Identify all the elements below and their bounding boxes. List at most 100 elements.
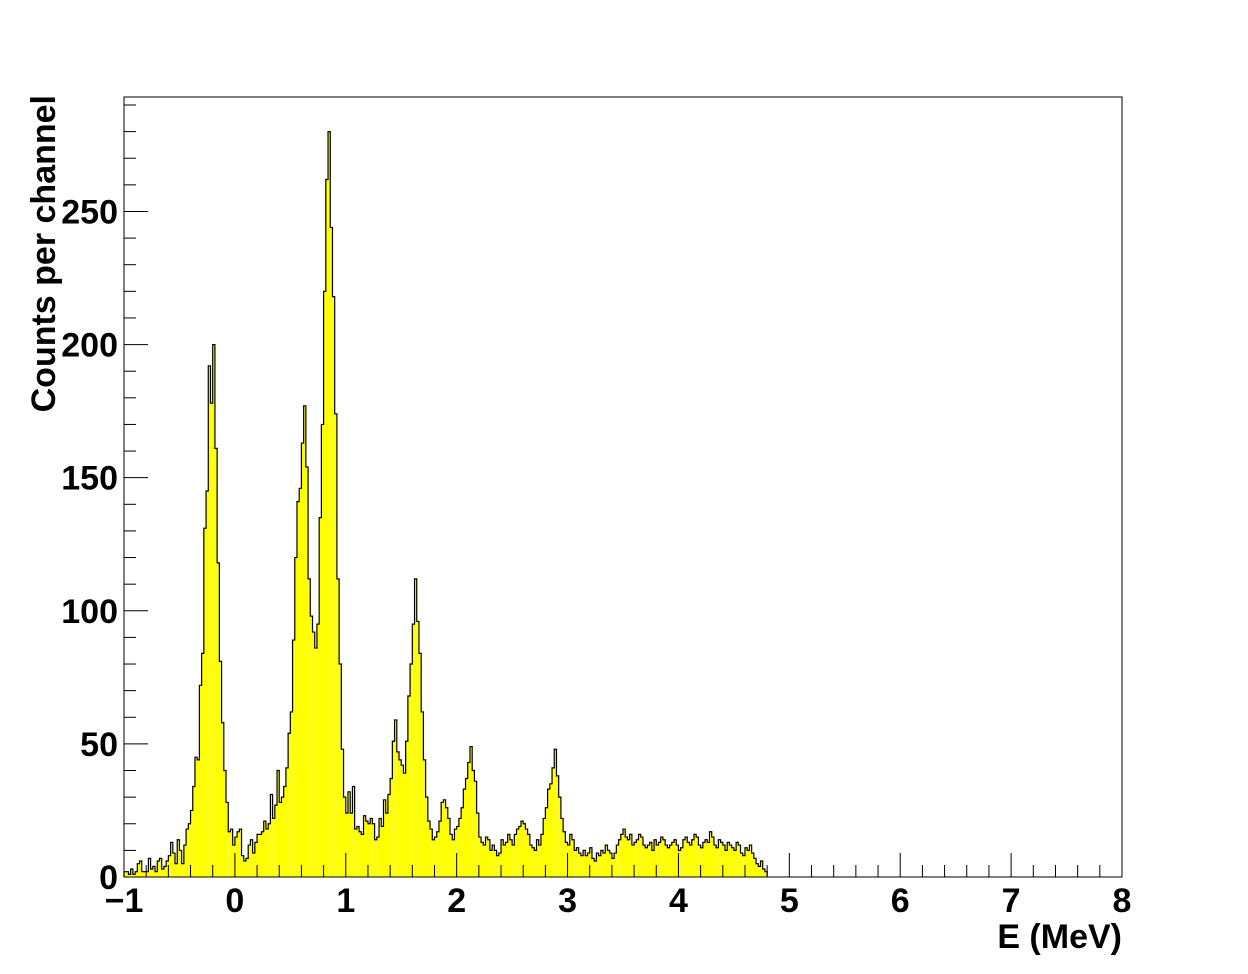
histogram-bin [303, 405, 306, 877]
histogram-bin [352, 786, 355, 877]
histogram-bin [265, 829, 269, 877]
histogram-bin [190, 810, 193, 877]
y-tick-label: 100 [61, 593, 118, 631]
x-tick-label: 2 [447, 882, 466, 920]
histogram-bin [713, 845, 717, 877]
histogram-bin [492, 845, 495, 877]
histogram-bin [387, 794, 391, 877]
x-axis-title: E (MeV) [997, 918, 1122, 956]
histogram-bin [718, 839, 721, 877]
histogram-bin [230, 829, 233, 877]
histogram-bin [314, 648, 317, 877]
histogram-bin [507, 834, 510, 877]
histogram-bin [201, 653, 204, 877]
histogram-bin [410, 664, 413, 877]
histogram-bin [660, 837, 663, 877]
histogram-bin [707, 842, 710, 877]
histogram-bin [188, 823, 191, 877]
histogram-bin [733, 850, 737, 877]
histogram-bin [339, 664, 342, 877]
histogram-bin [441, 802, 444, 877]
histogram-bin [132, 874, 136, 877]
histogram-bin [379, 818, 382, 877]
histogram-bin [445, 807, 448, 877]
histogram-bin [496, 855, 499, 877]
histogram-bin [250, 839, 253, 877]
histogram-bin [208, 365, 211, 877]
histogram-bin [518, 826, 521, 877]
histogram-bin [587, 853, 590, 877]
histogram-bin [465, 778, 468, 877]
histogram-bin [252, 853, 255, 877]
histogram-bin [166, 861, 169, 877]
histogram-bin [756, 863, 759, 877]
y-tick-label: 50 [80, 726, 118, 764]
histogram-bin [642, 845, 646, 877]
histogram-bin [671, 842, 675, 877]
histogram-bin [407, 695, 411, 877]
histogram-bin [139, 861, 142, 877]
histogram-bin [696, 837, 699, 877]
histogram-bin [341, 749, 344, 877]
histogram-bin [514, 834, 517, 877]
histogram-bin [372, 823, 375, 877]
histogram-bin [155, 871, 158, 877]
histogram-bin [540, 834, 544, 877]
histogram-bin [616, 845, 619, 877]
histogram-bin [299, 488, 302, 877]
histogram-bin [214, 448, 218, 877]
x-tick-labels: −1 0 1 2 3 4 5 6 7 8 [105, 882, 1132, 920]
histogram-bin [498, 853, 502, 877]
histogram-bin [476, 813, 479, 877]
x-tick-label: 5 [780, 882, 799, 920]
histogram-bin [272, 818, 275, 877]
histogram-bin [689, 845, 692, 877]
histogram-bin [589, 847, 592, 877]
histogram-bin [516, 829, 519, 877]
histogram-bin [403, 773, 406, 877]
histogram-bin [591, 858, 595, 877]
histogram-bin [567, 845, 570, 877]
histogram-bin [532, 847, 535, 877]
histogram-bin [363, 815, 366, 877]
histogram-bin [427, 821, 431, 877]
histogram-bin [294, 557, 297, 877]
histogram-bin [161, 869, 164, 877]
histogram-bin [319, 517, 322, 877]
histogram-bin [647, 845, 650, 877]
histogram-bin [159, 858, 162, 877]
histogram-bin [711, 837, 714, 877]
histogram-bin [305, 467, 309, 877]
histogram-bin [281, 797, 284, 877]
histogram-bin [277, 770, 280, 877]
histogram-bin [168, 855, 171, 877]
histogram-bin [574, 850, 577, 877]
histogram-bin [270, 794, 273, 877]
histogram-bin [520, 821, 524, 877]
histogram-bin [536, 839, 539, 877]
histogram-bin [354, 829, 357, 877]
x-tick-label: 6 [891, 882, 910, 920]
histogram-bin [175, 863, 178, 877]
histogram-bin [731, 847, 734, 877]
histogram-bin [376, 837, 380, 877]
histogram-bin [259, 834, 262, 877]
plot-frame [123, 96, 1123, 878]
histogram-bin [629, 834, 632, 877]
histogram-bin [594, 861, 597, 877]
histogram-bin [394, 719, 397, 877]
histogram-bin [365, 821, 368, 877]
histogram-bin [640, 837, 643, 877]
histogram-bin [571, 839, 575, 877]
histogram-bin [268, 823, 271, 877]
y-axis-title: Counts per channel [25, 95, 63, 412]
histogram-bin [206, 490, 209, 877]
histogram-bin [738, 845, 741, 877]
histogram-bin [600, 850, 604, 877]
histogram-bin [399, 759, 402, 877]
histogram-bin [405, 741, 408, 877]
histogram-bin [257, 834, 260, 877]
histogram-bin [554, 749, 557, 877]
y-tick-labels: 0 50 100 150 200 250 [61, 193, 118, 897]
